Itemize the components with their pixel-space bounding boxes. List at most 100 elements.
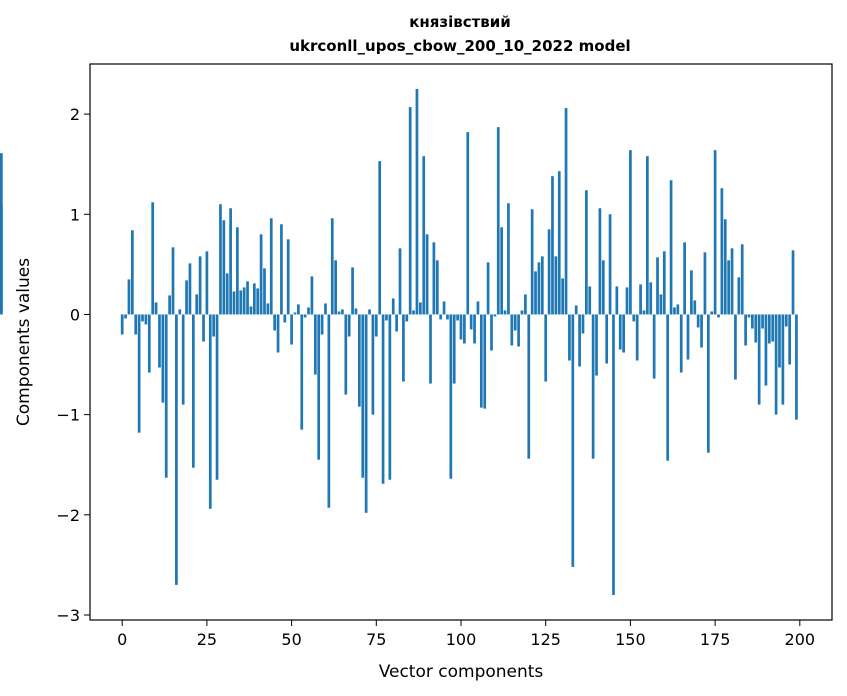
bar	[368, 309, 371, 315]
bar	[371, 314, 375, 415]
chart-subtitle: ukrconll_upos_cbow_200_10_2022 model	[289, 37, 630, 55]
bar	[191, 314, 195, 468]
x-axis-ticks: 0 25 50 75 100 125 150 175 200	[117, 620, 815, 649]
bar	[395, 314, 398, 332]
x-tick-label: 175	[700, 630, 731, 649]
x-tick-label: 100	[446, 630, 477, 649]
bar	[578, 314, 581, 367]
bar	[432, 242, 436, 315]
bar	[449, 314, 453, 479]
bar	[381, 314, 385, 484]
bar	[246, 281, 249, 315]
bar	[598, 208, 602, 315]
bar	[747, 314, 751, 318]
bars-group	[0, 89, 798, 595]
bar	[652, 314, 656, 379]
bar	[344, 314, 348, 395]
bar	[632, 314, 636, 322]
bar	[588, 286, 592, 315]
bar	[710, 311, 714, 315]
bar	[595, 314, 598, 376]
bar	[622, 314, 625, 353]
bar	[297, 304, 300, 315]
y-tick-label: 0	[70, 305, 80, 324]
bar	[181, 314, 185, 405]
bar	[466, 132, 470, 315]
bar	[300, 314, 304, 430]
bar	[229, 208, 232, 315]
bar	[351, 267, 354, 315]
bar	[581, 314, 585, 334]
bar	[784, 314, 788, 327]
bar	[500, 227, 504, 315]
y-tick-label: 2	[70, 105, 80, 124]
bar	[137, 314, 141, 433]
x-tick-label: 50	[281, 630, 301, 649]
bar	[527, 314, 531, 459]
bar	[202, 314, 205, 342]
bar	[219, 204, 222, 315]
bar	[290, 314, 293, 345]
bar	[347, 314, 351, 337]
y-tick-label: 1	[70, 205, 80, 224]
bar	[520, 310, 524, 315]
bar	[398, 248, 402, 315]
plot-frame	[89, 63, 833, 621]
bar	[507, 203, 510, 315]
bar	[242, 287, 246, 315]
bar	[442, 301, 446, 315]
bar	[761, 314, 764, 329]
bar	[459, 314, 463, 340]
bar	[544, 314, 548, 382]
bar	[171, 247, 175, 315]
bar	[208, 314, 212, 509]
bar	[639, 284, 642, 315]
bar	[754, 314, 758, 343]
bar	[415, 89, 419, 315]
bar	[490, 314, 493, 351]
bar	[778, 314, 781, 368]
y-tick-label: −3	[56, 606, 80, 625]
bar	[276, 314, 280, 353]
bar	[615, 286, 619, 315]
bar	[679, 314, 683, 373]
bar	[703, 252, 707, 315]
bar	[723, 219, 727, 315]
x-tick-label: 200	[785, 630, 816, 649]
x-tick-label: 75	[366, 630, 386, 649]
bar	[236, 227, 239, 315]
bar	[517, 314, 520, 347]
bar	[696, 314, 700, 328]
bar	[374, 314, 378, 337]
bar	[307, 307, 310, 315]
bar	[629, 150, 632, 315]
bar	[744, 314, 747, 346]
bar	[601, 260, 605, 315]
x-tick-label: 0	[117, 630, 127, 649]
bar	[564, 108, 568, 315]
bar	[771, 314, 775, 342]
bar	[642, 310, 646, 315]
bar	[256, 288, 260, 315]
bar	[435, 260, 439, 315]
x-tick-label: 125	[530, 630, 561, 649]
bar	[259, 234, 263, 315]
bar	[751, 314, 754, 329]
bar	[690, 270, 693, 315]
bar	[324, 303, 327, 315]
bar	[649, 282, 653, 315]
bar	[337, 311, 341, 315]
bar	[473, 314, 476, 344]
bar	[700, 314, 703, 348]
bar	[534, 271, 537, 315]
bar	[317, 314, 321, 460]
bar	[774, 314, 778, 415]
bar	[791, 250, 795, 315]
bar	[358, 314, 361, 407]
bar	[0, 204, 3, 315]
bar	[188, 263, 192, 315]
bar	[429, 314, 432, 384]
bar	[175, 314, 178, 585]
bar	[537, 262, 541, 315]
bar	[158, 314, 161, 368]
